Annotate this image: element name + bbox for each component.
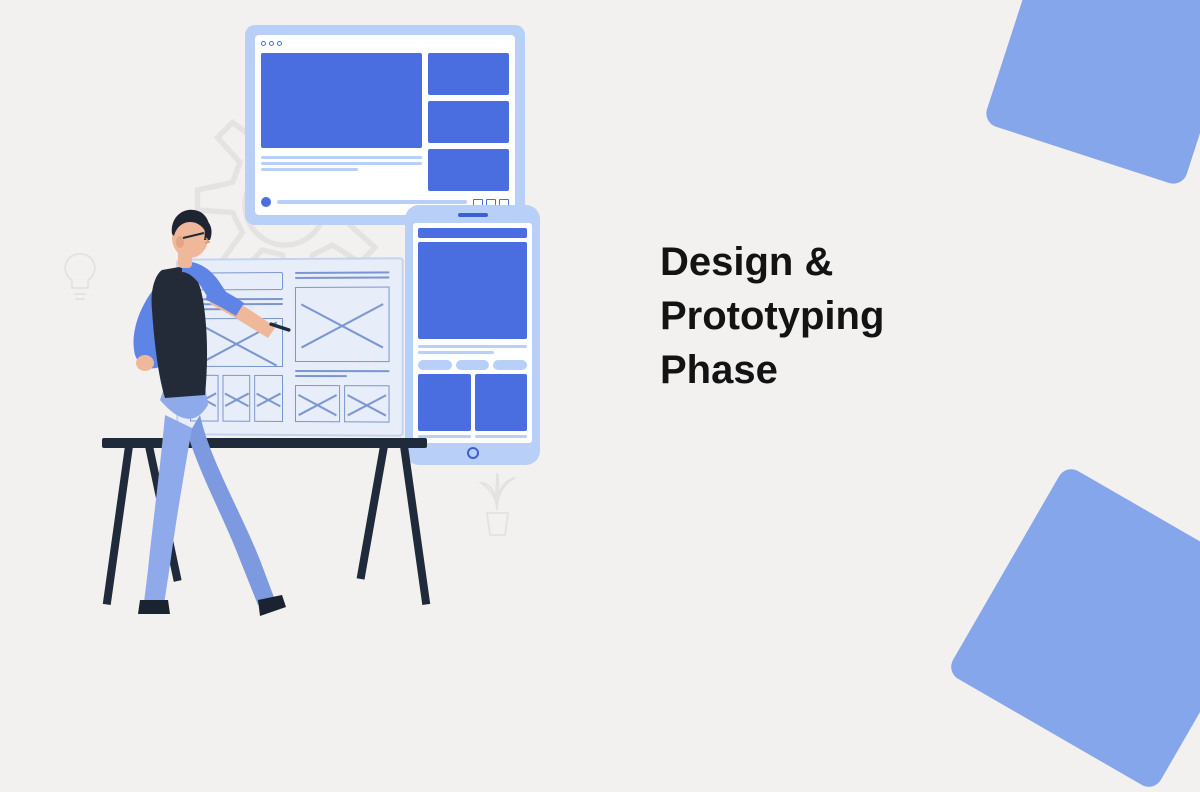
prototyping-illustration — [70, 20, 590, 600]
designer-person-icon — [90, 200, 310, 620]
decorative-polygon-bottom — [946, 464, 1200, 792]
mobile-wireframe — [405, 205, 540, 465]
title-line-1: Design & — [660, 240, 833, 284]
page-title: Design & Prototyping Phase — [660, 235, 884, 397]
table-leg — [400, 445, 430, 605]
decorative-polygon-top — [983, 0, 1200, 187]
title-line-3: Phase — [660, 348, 778, 392]
plant-icon — [475, 465, 520, 540]
table-leg — [357, 445, 388, 579]
desktop-wireframe — [245, 25, 525, 225]
title-line-2: Prototyping — [660, 294, 884, 338]
